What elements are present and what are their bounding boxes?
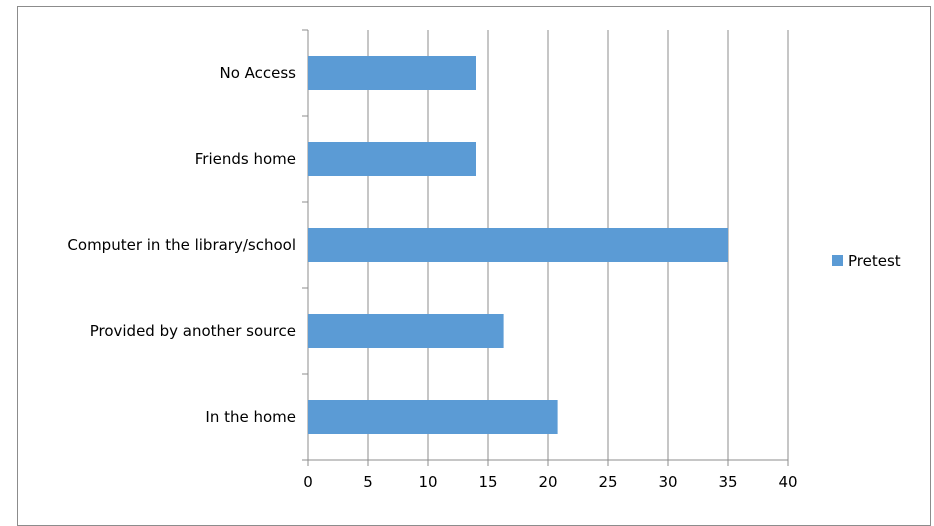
bar <box>308 142 476 176</box>
legend-label: Pretest <box>848 252 901 270</box>
category-label: Friends home <box>195 150 296 168</box>
category-label: Computer in the library/school <box>67 236 296 254</box>
bar <box>308 228 728 262</box>
bars <box>308 56 728 434</box>
x-tick-label: 5 <box>363 473 373 491</box>
chart-frame <box>17 6 931 526</box>
category-label: No Access <box>219 64 296 82</box>
bar-chart: No Access Friends home Computer in the lib… <box>67 29 901 491</box>
x-tick-label: 40 <box>778 473 797 491</box>
x-tick-label: 0 <box>303 473 313 491</box>
legend-swatch <box>832 255 843 266</box>
bar <box>308 56 476 90</box>
x-tick-labels: 0 5 10 15 20 25 30 35 40 <box>303 473 797 491</box>
x-tick-label: 15 <box>478 473 497 491</box>
legend: Pretest <box>832 252 901 270</box>
x-tick-label: 20 <box>538 473 557 491</box>
category-labels: No Access Friends home Computer in the lib… <box>67 64 296 426</box>
x-tick-label: 35 <box>718 473 737 491</box>
x-tick-label: 10 <box>418 473 437 491</box>
category-label: Provided by another source <box>90 322 296 340</box>
bar <box>308 400 558 434</box>
x-tick-label: 30 <box>658 473 677 491</box>
bar <box>308 314 504 348</box>
x-tick-label: 25 <box>598 473 617 491</box>
category-label: In the home <box>205 408 296 426</box>
